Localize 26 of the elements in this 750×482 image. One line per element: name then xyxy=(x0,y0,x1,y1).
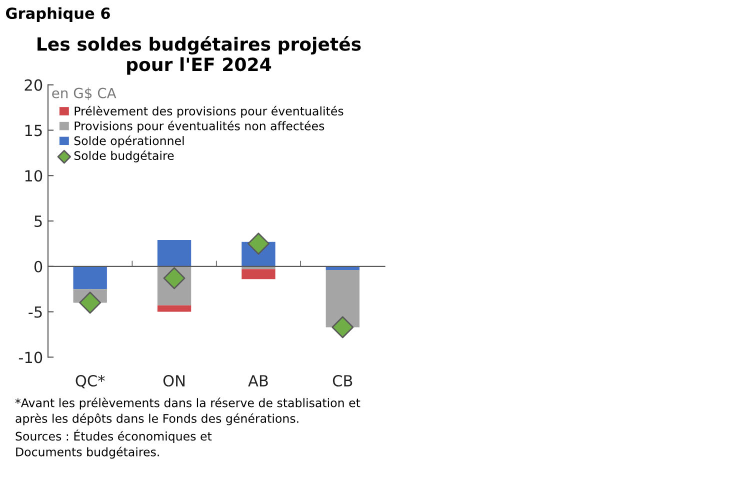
y-tick-label: -10 xyxy=(18,352,42,364)
legend-label: Provisions pour éventualités non affectées xyxy=(74,120,324,133)
y-tick-label: 5 xyxy=(34,216,42,228)
legend-label: Solde budgétaire xyxy=(74,150,174,162)
x-tick-label: QC* xyxy=(76,374,105,388)
text: Graphique 6 xyxy=(6,7,110,22)
y-tick-label: 15 xyxy=(25,124,42,136)
y-axis-title: en G$ CA xyxy=(52,88,116,100)
legend-label: Solde opérationnel xyxy=(74,136,184,148)
bar xyxy=(157,240,192,266)
bar xyxy=(73,266,107,290)
point xyxy=(332,316,354,338)
y-tick-label: -5 xyxy=(28,306,42,318)
chart-title: Les soldes budgétaires projetés pour l'EF 2024 xyxy=(38,36,361,75)
x-tick-label: CB xyxy=(332,374,352,387)
y-tick-label: 10 xyxy=(25,170,42,182)
point xyxy=(79,292,102,314)
x-tick-label: ON xyxy=(163,374,185,387)
bar xyxy=(157,305,192,312)
y-tick-label: 0 xyxy=(34,260,42,272)
legend-label: Prélèvement des provisions pour éventualités xyxy=(74,106,344,118)
y-tick-label: 20 xyxy=(24,79,42,91)
x-tick-label: AB xyxy=(248,375,268,386)
bar xyxy=(242,269,276,280)
text: *Avant les prélèvements dans la réserve de stablisation et après les dépôts dans le Fonds des générations. Sources : Études économiques et Documents budgétaires. xyxy=(15,398,360,459)
bar xyxy=(326,270,360,328)
